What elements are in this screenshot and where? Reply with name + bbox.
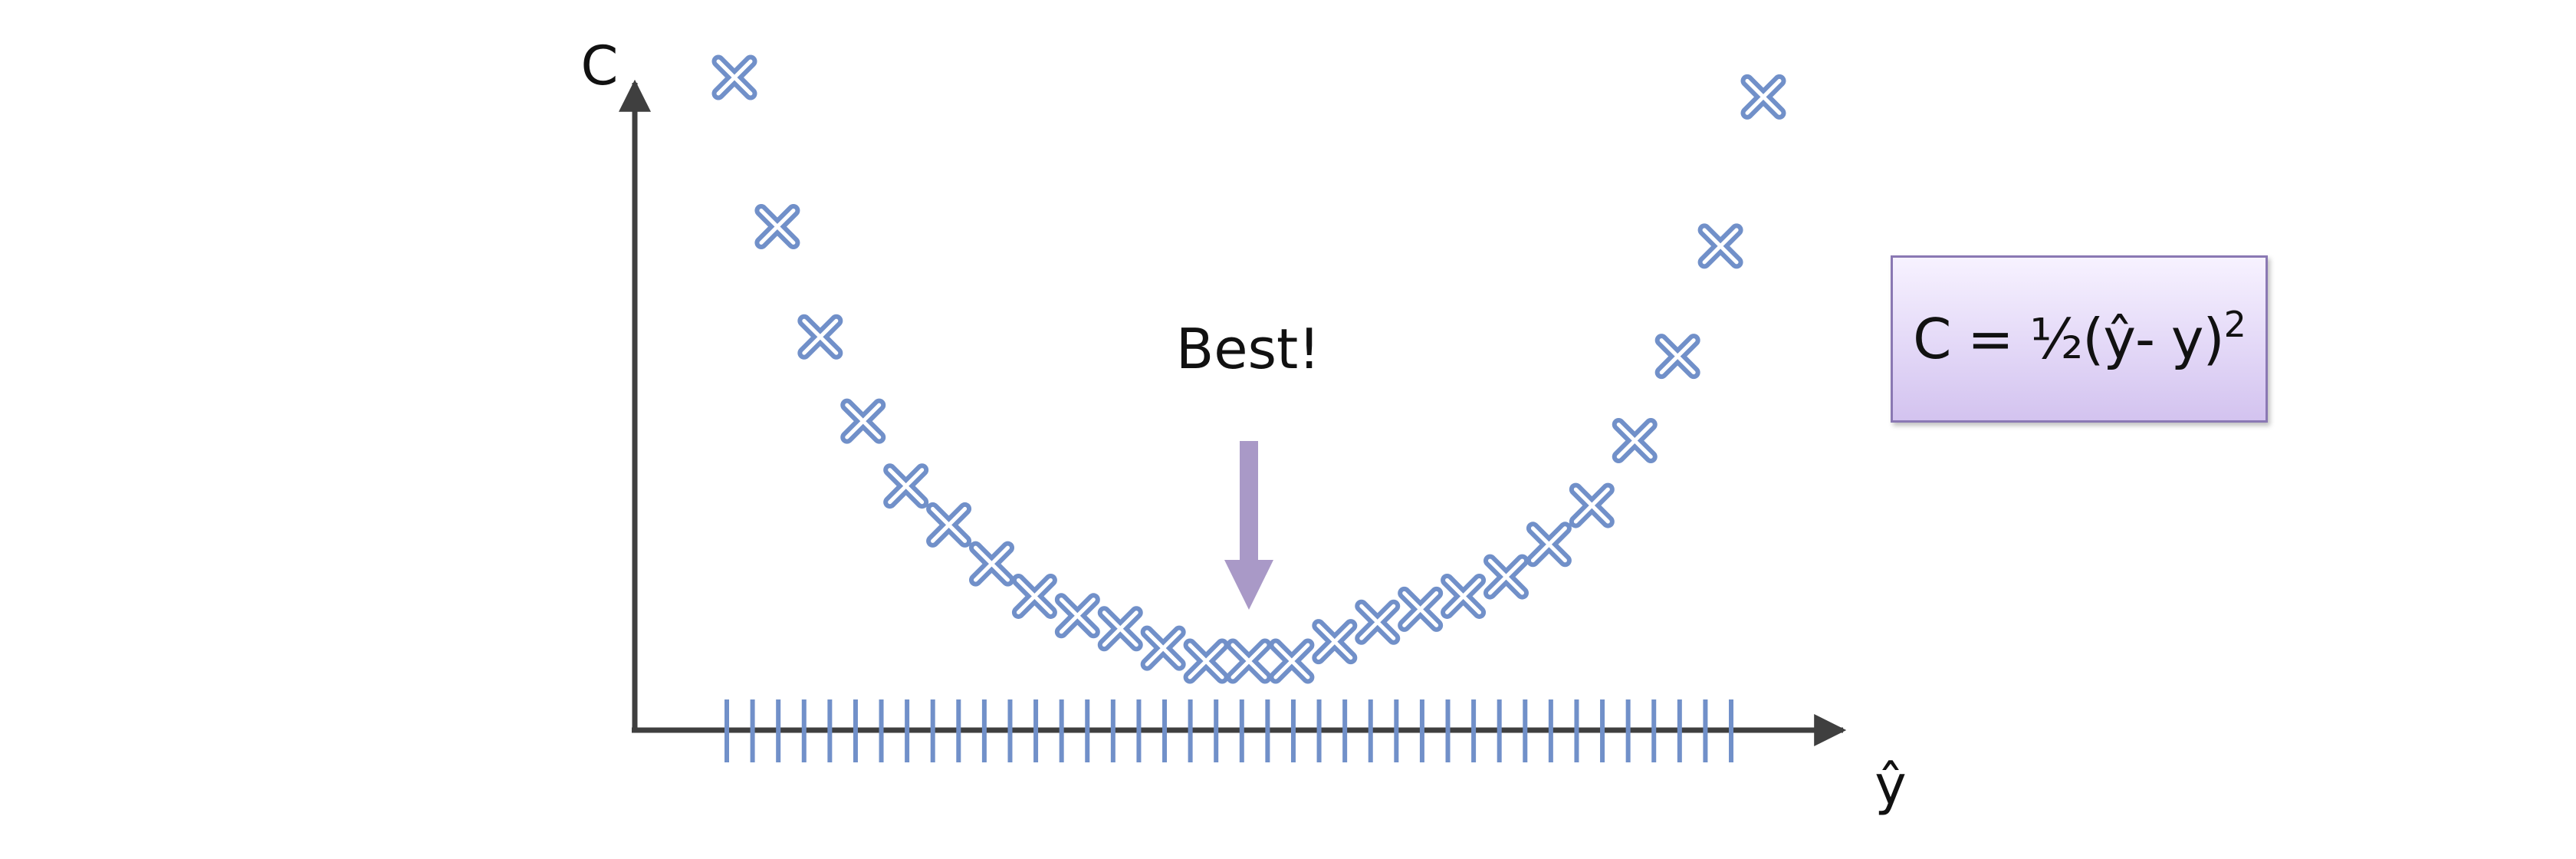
data-point [840,398,886,444]
y-axis-label: C [581,35,619,97]
data-point [1569,482,1615,528]
data-point [1226,638,1272,684]
data-point [1355,599,1401,645]
data-point [1312,619,1358,665]
data-point [1398,586,1444,632]
data-point [1097,606,1143,652]
data-point [1654,334,1700,380]
data-point [1740,74,1786,120]
data-point [926,502,972,548]
data-point [797,314,843,360]
cost-formula-main: C = ½(ŷ- y) [1913,307,2224,371]
data-point [1140,625,1186,671]
best-arrow-shape [1224,441,1273,610]
cost-formula: C = ½(ŷ- y)2 [1913,307,2246,371]
data-point [969,541,1014,587]
data-point [754,203,800,249]
data-point [1697,223,1743,269]
cost-formula-exponent: 2 [2223,304,2246,345]
x-axis-label: ŷ [1875,754,1906,817]
data-point [1484,554,1529,600]
data-point [1612,418,1658,464]
data-point [1183,638,1229,684]
data-point [711,54,757,100]
data-point [1054,593,1100,639]
data-point [1441,573,1487,619]
x-ticks [724,699,1733,762]
cost-formula-box: C = ½(ŷ- y)2 [1891,255,2268,423]
best-arrow-icon [1224,441,1273,610]
data-points [711,54,1786,684]
data-point [1269,638,1315,684]
data-point [1526,522,1572,568]
best-annotation-label: Best! [1176,317,1320,381]
data-point [1011,573,1057,619]
data-point [883,463,929,509]
